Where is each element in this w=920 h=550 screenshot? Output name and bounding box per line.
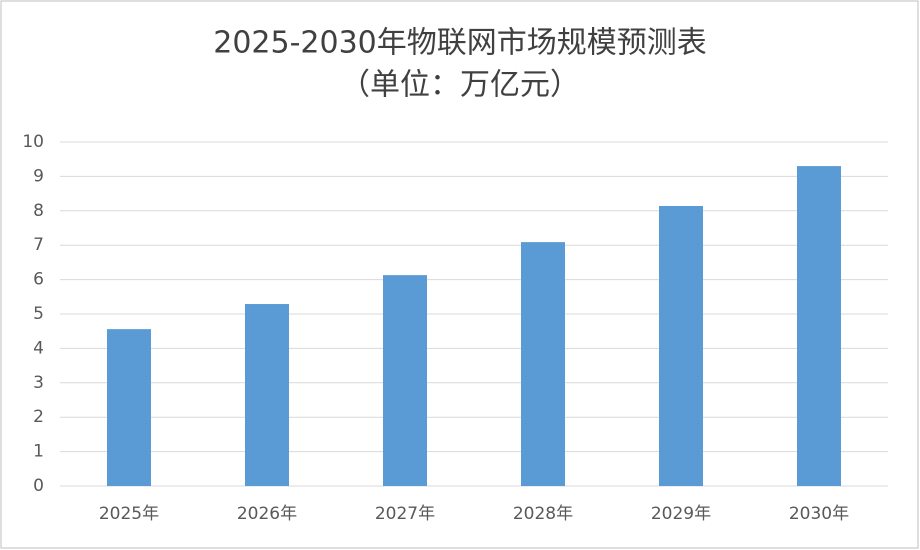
x-tick-label: 2030年	[789, 504, 849, 524]
chart-title: 2025-2030年物联网市场规模预测表	[213, 26, 707, 61]
chart-subtitle: （单位：万亿元）	[340, 68, 580, 103]
y-tick-label: 7	[33, 235, 44, 255]
y-tick-label: 5	[33, 304, 44, 324]
x-tick-label: 2027年	[375, 504, 435, 524]
y-tick-label: 1	[33, 442, 44, 462]
x-tick-label: 2028年	[513, 504, 573, 524]
bar	[383, 275, 427, 486]
y-tick-label: 4	[33, 338, 44, 358]
bar	[521, 242, 565, 486]
bar	[245, 304, 289, 486]
bar	[659, 205, 703, 486]
y-tick-label: 10	[22, 132, 44, 152]
y-tick-label: 8	[33, 201, 44, 221]
x-tick-label: 2029年	[651, 504, 711, 524]
y-tick-label: 9	[33, 166, 44, 186]
bar	[107, 329, 151, 486]
y-tick-label: 2	[33, 407, 44, 427]
bar	[797, 166, 841, 486]
y-tick-label: 6	[33, 270, 44, 290]
x-tick-label: 2026年	[237, 504, 297, 524]
x-tick-label: 2025年	[99, 504, 159, 524]
y-tick-label: 3	[33, 373, 44, 393]
y-tick-label: 0	[33, 476, 44, 496]
